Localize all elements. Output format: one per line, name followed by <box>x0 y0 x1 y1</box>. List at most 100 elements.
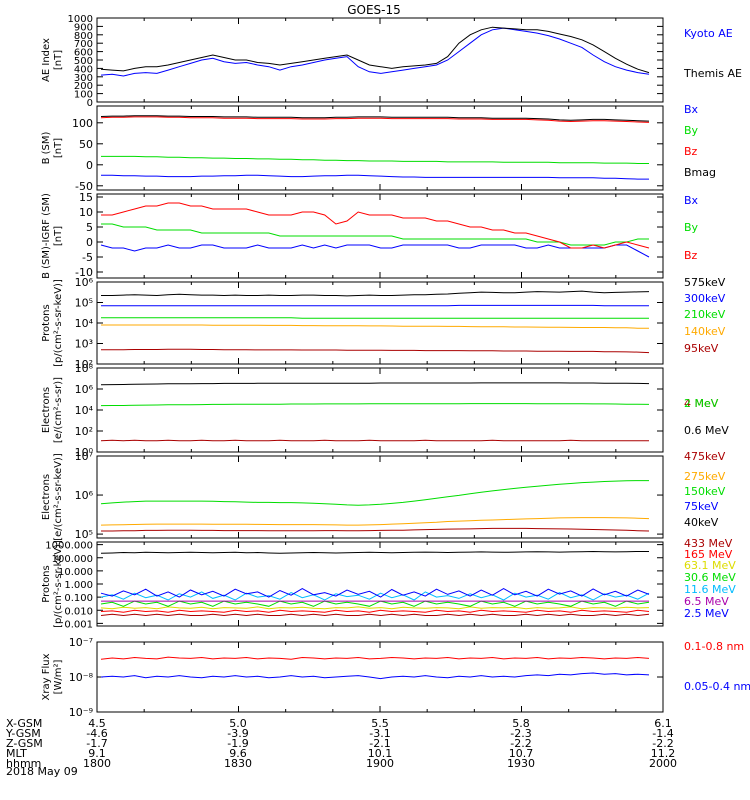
legend-label: 433 MeV <box>684 537 733 550</box>
ephemeris-value: 10.7 <box>509 747 534 760</box>
legend-label: 210keV <box>684 308 726 321</box>
y-axis-unit: [nT] <box>53 50 64 70</box>
ephemeris-value: 5.0 <box>229 717 247 730</box>
y-tick-label: 10⁶ <box>75 383 94 396</box>
legend-label: 475keV <box>684 450 726 463</box>
y-tick-label: 10² <box>75 358 93 371</box>
y-axis-unit: [e/(cm²-s-sr)] <box>53 377 64 443</box>
y-tick-label: 600 <box>74 48 93 59</box>
y-tick-label: -50 <box>75 180 93 193</box>
y-tick-label: 200 <box>74 81 93 92</box>
ephemeris-value: 9.1 <box>88 747 106 760</box>
panel-frame <box>96 17 664 103</box>
y-axis-label: Electrons <box>41 474 52 520</box>
y-tick-label: 0.010 <box>64 606 93 617</box>
series-line-2 <box>100 403 650 407</box>
series-line-5 <box>100 591 650 601</box>
legend-label: 40keV <box>684 516 719 529</box>
series-line-2 <box>100 609 650 613</box>
legend-label: 4 MeV <box>684 397 719 410</box>
panel-frame <box>96 367 664 453</box>
ephemeris-value: -2.1 <box>369 737 390 750</box>
ephemeris-value: 1830 <box>224 757 252 770</box>
ephemeris-row-label: MLT <box>6 747 27 760</box>
series-line-2 <box>100 672 650 680</box>
panel-frame <box>96 641 664 713</box>
y-axis-label: AE Index <box>41 38 52 82</box>
legend-label: 0.1-0.8 nm <box>684 640 744 653</box>
legend-label: 63.1 MeV <box>684 559 736 572</box>
y-tick-label: 10³ <box>75 338 93 351</box>
legend-label: 2.5 MeV <box>684 607 729 620</box>
y-tick-label: 500 <box>74 56 93 67</box>
y-tick-label: 0 <box>86 159 93 172</box>
y-tick-label: 0 <box>87 98 93 109</box>
ephemeris-value: 9.6 <box>229 747 247 760</box>
date-label: 2018 May 09 <box>6 765 78 778</box>
legend-label: 0.6 MeV <box>684 424 729 437</box>
legend-label: 95keV <box>684 342 719 355</box>
y-tick-label: 10⁷ <box>75 450 93 463</box>
legend-label: Kyoto AE <box>684 27 733 40</box>
y-axis-label: B (SM) <box>41 131 52 164</box>
y-axis-unit: [p/(cm²-s-sr-keV)] <box>53 540 64 628</box>
series-line-3 <box>101 202 650 249</box>
y-tick-label: 10⁵ <box>75 297 93 310</box>
y-tick-label: 10⁵ <box>75 528 93 541</box>
series-line-8 <box>100 550 649 554</box>
y-tick-label: 100.000 <box>52 554 93 565</box>
legend-label: Bx <box>684 194 699 207</box>
series-line-1 <box>100 656 650 660</box>
y-tick-label: 100 <box>74 90 93 101</box>
y-tick-label: 0.001 <box>64 619 93 630</box>
y-tick-label: 0.100 <box>64 593 93 604</box>
chart-panel-7: 0.001 0.010 0.100 1.000 10.000 100.000 1000.00… <box>41 537 736 630</box>
series-line-2 <box>100 517 650 526</box>
y-tick-label: 50 <box>79 138 93 151</box>
legend-label: 150keV <box>684 485 726 498</box>
y-axis-unit: [e/(cm²-s-sr-keV)] <box>53 453 64 541</box>
y-tick-label: 0 <box>86 236 93 249</box>
legend-label: 6.5 MeV <box>684 595 729 608</box>
legend-label: By <box>684 221 699 234</box>
legend-label: 575keV <box>684 276 726 289</box>
y-tick-label: 10⁴ <box>75 404 94 417</box>
y-tick-label: 10⁰ <box>75 446 94 459</box>
y-tick-label: 700 <box>74 39 93 50</box>
legend-label: Bx <box>684 103 699 116</box>
chart-panel-2: -50 0 50 100 B (SM) [nT] Bx By Bz Bmag <box>41 103 716 193</box>
y-axis-label: Xray Flux <box>41 653 52 700</box>
series-line-3 <box>100 116 650 123</box>
ephemeris-value: 1930 <box>507 757 535 770</box>
y-tick-label: 800 <box>74 31 93 42</box>
y-tick-label: 10⁶ <box>75 489 94 502</box>
legend-label: 275keV <box>684 470 726 483</box>
panel-frame <box>96 455 664 539</box>
ephemeris-value: 5.5 <box>371 717 389 730</box>
series-line-3 <box>100 606 650 610</box>
y-tick-label: -10 <box>75 266 93 279</box>
y-tick-label: 10⁻⁹ <box>69 706 93 719</box>
ephemeris-value: 1800 <box>83 757 111 770</box>
ephemeris-table: X-GSM 4.5 5.0 5.5 5.8 6.1Y-GSM -4.6 -3.9 -3.1 -2.… <box>5 717 677 770</box>
panel-frame <box>96 541 664 627</box>
y-tick-label: 10⁴ <box>75 317 94 330</box>
y-axis-unit: [nT] <box>53 226 64 246</box>
y-axis-label: Protons <box>41 304 52 341</box>
y-tick-label: 1.000 <box>64 580 93 591</box>
ephemeris-value: -2.2 <box>510 737 531 750</box>
ephemeris-row-label: X-GSM <box>6 717 42 730</box>
ephemeris-value: 6.1 <box>654 717 672 730</box>
y-tick-label: 10⁻⁸ <box>69 671 94 684</box>
y-axis-label: Protons <box>41 565 52 602</box>
series-line-2 <box>100 26 650 74</box>
ephemeris-value: -2.2 <box>652 737 673 750</box>
y-tick-label: 1000 <box>68 14 93 25</box>
y-tick-label: 10 <box>79 206 93 219</box>
ephemeris-value: -1.9 <box>227 737 248 750</box>
ephemeris-value: 11.2 <box>651 747 676 760</box>
legend-label: 75keV <box>684 500 719 513</box>
legend-label: 2 MeV <box>684 397 719 410</box>
